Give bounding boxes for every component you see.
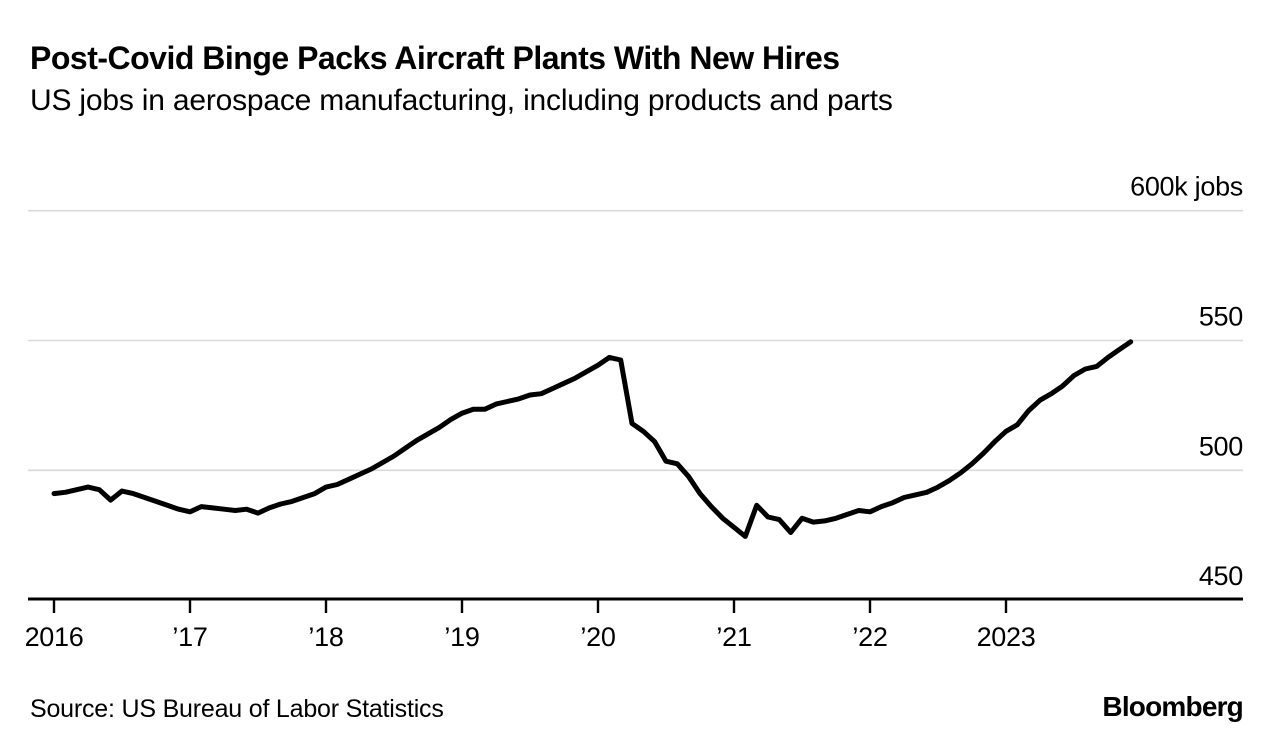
x-axis-label: ’20 xyxy=(580,622,615,652)
bloomberg-logo: Bloomberg xyxy=(1102,691,1243,722)
chart-subtitle: US jobs in aerospace manufacturing, incl… xyxy=(30,84,893,117)
y-axis-label: 550 xyxy=(1199,302,1243,332)
source-note: Source: US Bureau of Labor Statistics xyxy=(30,695,444,723)
x-axis-label: ’22 xyxy=(852,622,887,652)
y-axis-label: 450 xyxy=(1199,561,1243,591)
x-axis-label: ’19 xyxy=(444,622,479,652)
y-axis-label: 600k jobs xyxy=(1130,172,1243,202)
x-axis-label: ’21 xyxy=(716,622,751,652)
y-axis-label: 500 xyxy=(1199,431,1243,461)
jobs-line-series xyxy=(51,339,1134,539)
chart-title: Post-Covid Binge Packs Aircraft Plants W… xyxy=(30,40,840,76)
x-axis-label: 2023 xyxy=(977,622,1036,652)
x-axis-label: ’17 xyxy=(172,622,207,652)
x-axis-label: ’18 xyxy=(308,622,343,652)
x-axis-label: 2016 xyxy=(25,622,84,652)
